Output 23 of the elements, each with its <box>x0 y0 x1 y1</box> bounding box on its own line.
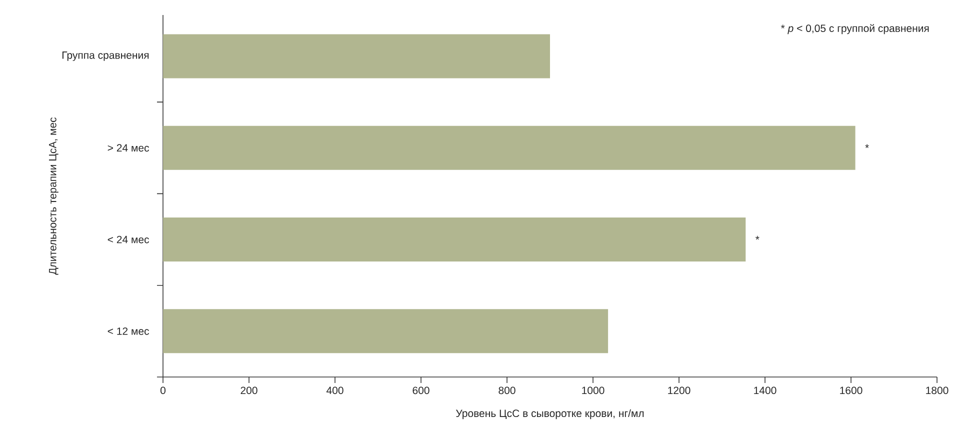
annotation: * <box>756 236 760 240</box>
y-tick-label: Группа сравнения <box>62 52 149 61</box>
y-axis-title: Длительность терапии ЦсА, мес <box>49 117 58 275</box>
bar <box>163 309 608 354</box>
x-tick-label: 600 <box>412 386 430 394</box>
annotation: * <box>865 144 869 148</box>
x-tick-label: 0 <box>160 386 166 394</box>
x-axis-title: Уровень ЦсС в сыворотке крови, нг/мл <box>456 409 644 420</box>
y-tick-label: < 12 мес <box>108 327 150 335</box>
y-tick-label: > 24 мес <box>108 144 150 152</box>
x-tick-label: 1800 <box>926 386 948 394</box>
x-tick-label: 1400 <box>754 386 776 394</box>
x-tick-label: 400 <box>326 386 344 394</box>
x-tick-label: 1000 <box>582 386 604 394</box>
x-tick-label: 800 <box>498 386 516 394</box>
bar <box>163 34 550 78</box>
x-tick-label: 1600 <box>840 386 862 394</box>
y-tick-label: < 24 мес <box>108 236 150 244</box>
bar <box>163 218 746 262</box>
x-tick-label: 200 <box>240 386 258 394</box>
annotation: *p < 0,05 с группой сравнения <box>780 24 929 34</box>
bar <box>163 126 856 170</box>
x-tick-label: 1200 <box>668 386 690 394</box>
